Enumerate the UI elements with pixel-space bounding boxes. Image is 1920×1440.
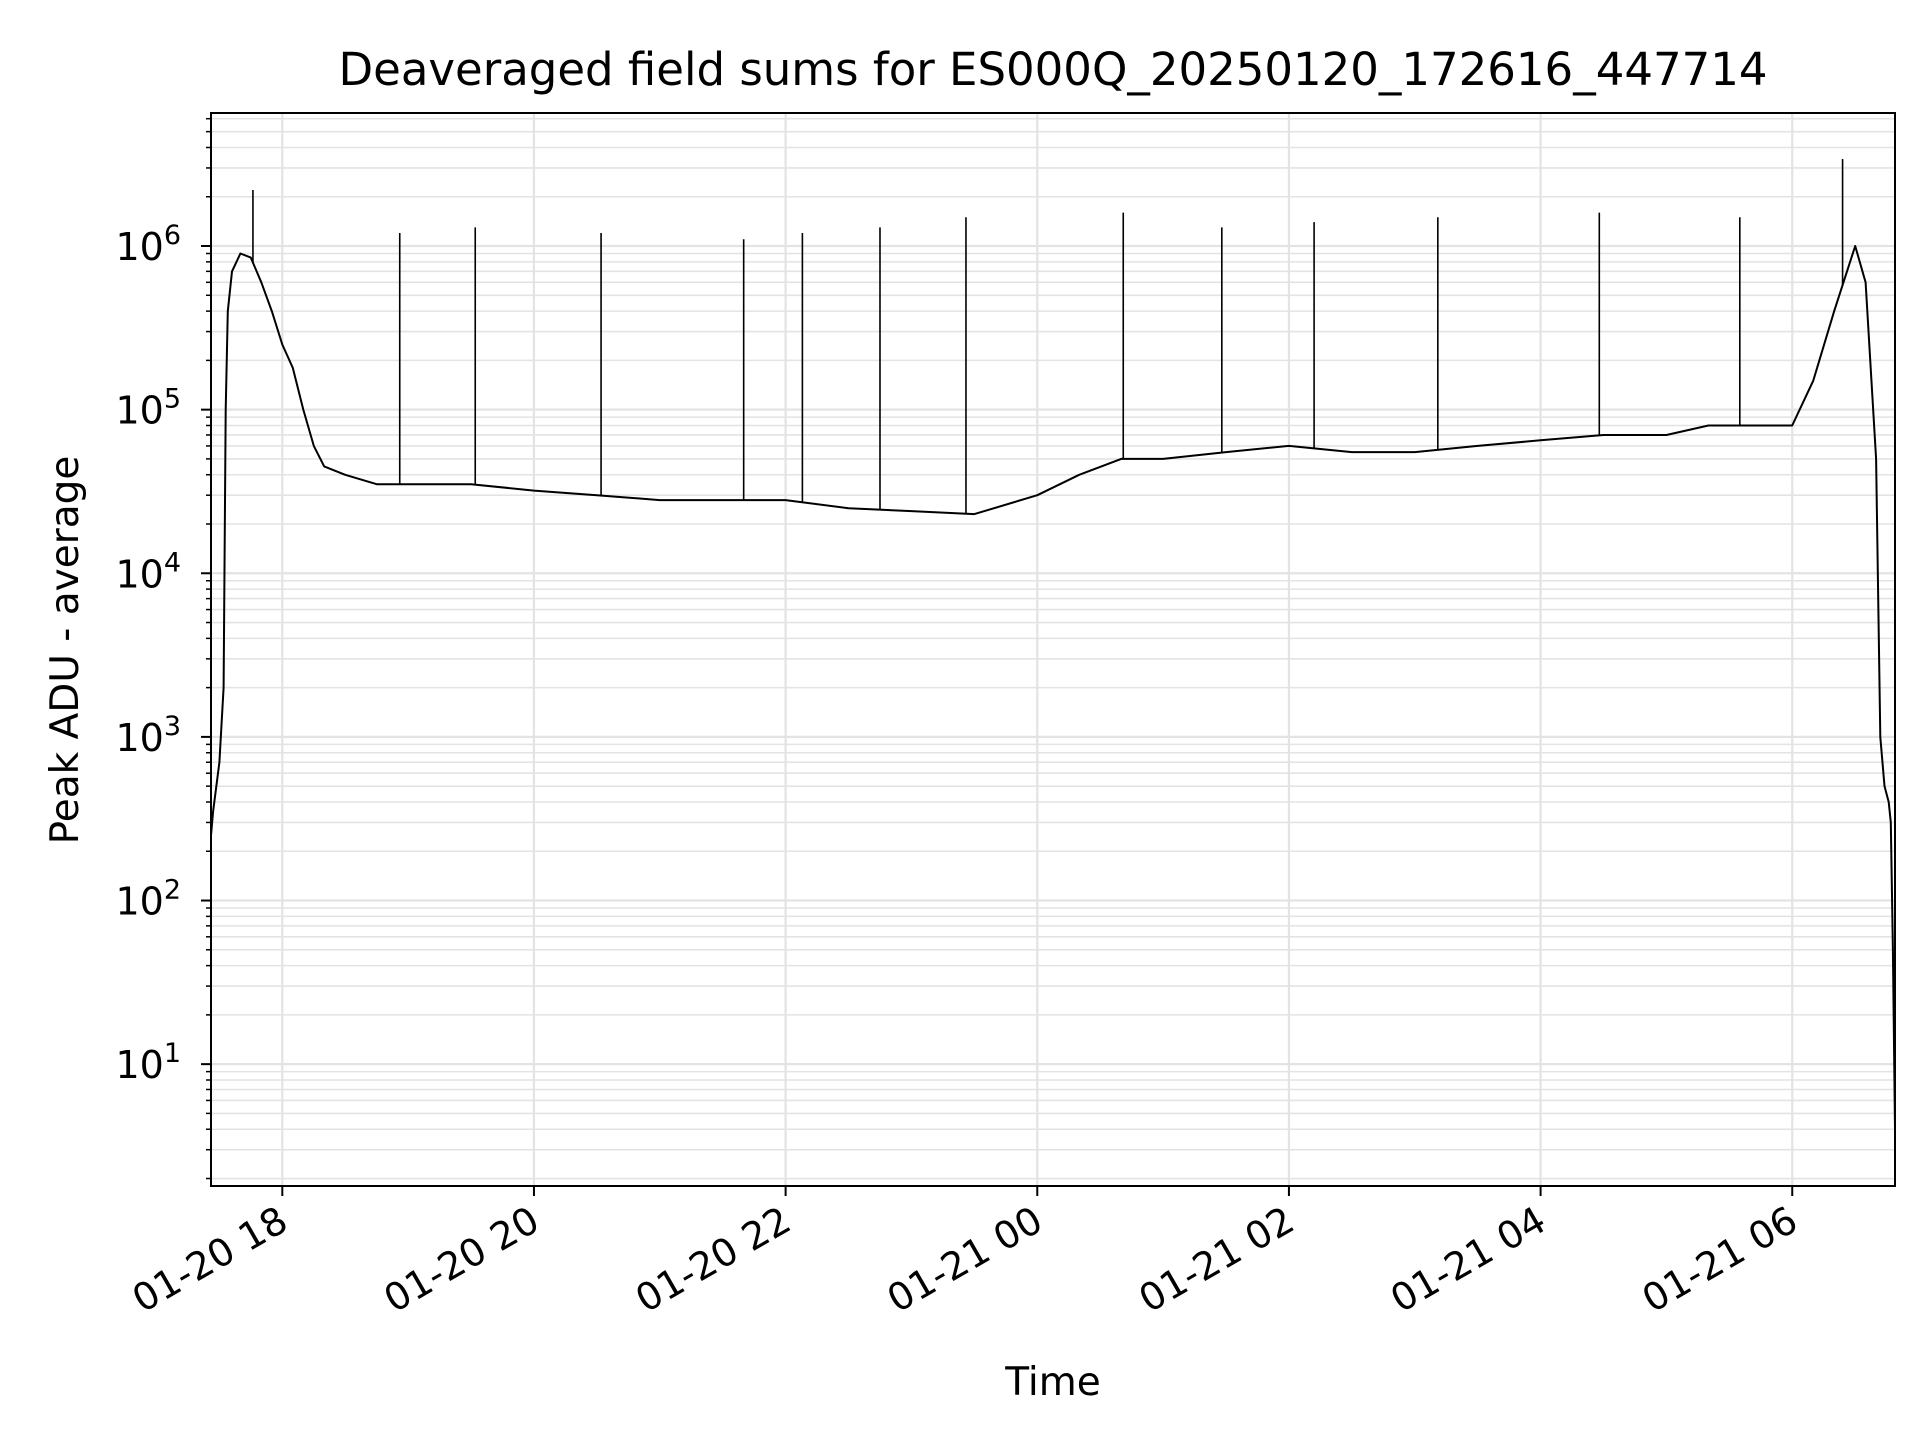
grid-layer bbox=[211, 113, 1895, 1186]
x-axis-label: Time bbox=[1004, 1360, 1100, 1405]
x-tick-label: 01-21 00 bbox=[880, 1198, 1050, 1322]
y-tick-label: 106 bbox=[115, 220, 181, 269]
y-tick-label: 105 bbox=[115, 384, 181, 433]
y-tick-label: 101 bbox=[115, 1038, 181, 1087]
series-layer bbox=[210, 159, 1896, 1130]
x-tick-label: 01-20 18 bbox=[125, 1198, 295, 1322]
x-tick-label: 01-21 02 bbox=[1131, 1198, 1301, 1322]
x-tick-label: 01-21 06 bbox=[1635, 1198, 1805, 1322]
y-axis: 101 102 103 104 105 106 bbox=[115, 117, 211, 1180]
chart-title: Deaveraged field sums for ES000Q_2025012… bbox=[339, 43, 1768, 96]
x-axis: 01-20 18 01-20 20 01-20 22 01-21 00 01-21 02… bbox=[125, 1186, 1805, 1321]
plot-frame bbox=[210, 112, 1896, 1187]
y-axis-label: Peak ADU - average bbox=[43, 456, 88, 845]
y-tick-label: 104 bbox=[115, 547, 181, 596]
y-tick-label: 102 bbox=[115, 875, 181, 924]
series-line bbox=[210, 245, 1896, 1130]
y-tick-label: 103 bbox=[115, 711, 181, 760]
x-tick-label: 01-20 22 bbox=[628, 1198, 798, 1322]
x-tick-label: 01-20 20 bbox=[376, 1198, 546, 1322]
x-tick-label: 01-21 04 bbox=[1383, 1198, 1553, 1322]
